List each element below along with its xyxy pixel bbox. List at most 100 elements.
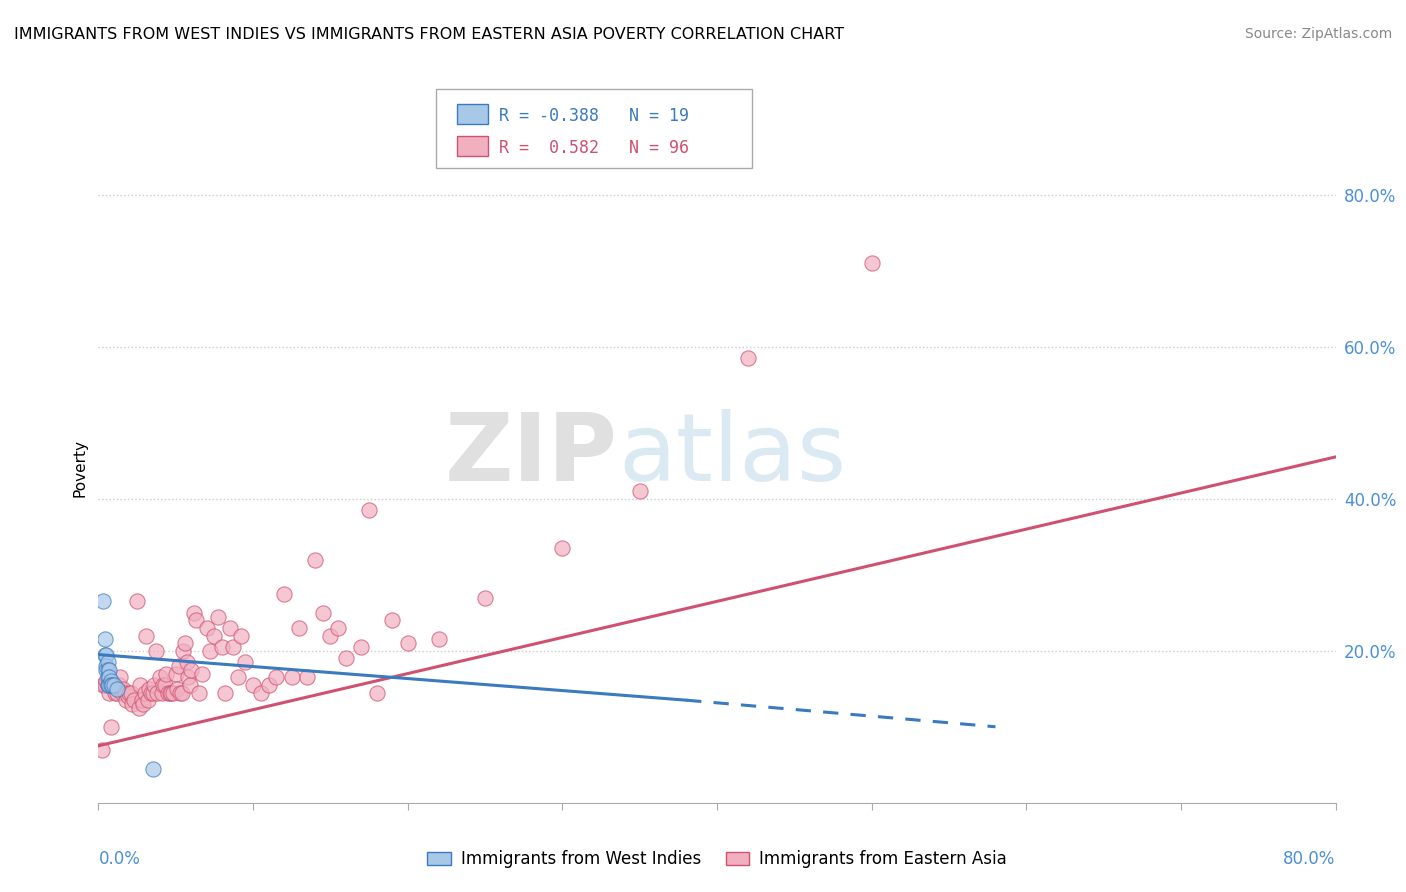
Point bbox=[204, 628, 226, 642]
Point bbox=[93, 648, 115, 662]
Point bbox=[122, 693, 145, 707]
Point bbox=[103, 678, 125, 692]
Point bbox=[121, 697, 143, 711]
Point bbox=[115, 693, 138, 707]
Point bbox=[112, 681, 135, 696]
Point bbox=[91, 678, 114, 692]
Point bbox=[250, 685, 273, 699]
Point bbox=[120, 685, 142, 699]
Point bbox=[129, 678, 152, 692]
Point bbox=[219, 621, 242, 635]
Point bbox=[551, 541, 574, 555]
Point bbox=[177, 670, 200, 684]
Point bbox=[179, 678, 201, 692]
Point bbox=[304, 552, 326, 566]
Point bbox=[737, 351, 759, 365]
Point bbox=[127, 594, 149, 608]
Point bbox=[136, 693, 159, 707]
Point bbox=[114, 685, 136, 699]
Point bbox=[93, 678, 115, 692]
Point bbox=[366, 685, 388, 699]
Point bbox=[131, 693, 153, 707]
Point bbox=[396, 636, 419, 650]
Point bbox=[150, 685, 173, 699]
Point bbox=[100, 720, 122, 734]
Point bbox=[162, 685, 184, 699]
Text: IMMIGRANTS FROM WEST INDIES VS IMMIGRANTS FROM EASTERN ASIA POVERTY CORRELATION : IMMIGRANTS FROM WEST INDIES VS IMMIGRANT… bbox=[14, 27, 844, 42]
Point bbox=[108, 670, 131, 684]
Point bbox=[326, 621, 350, 635]
Point bbox=[180, 663, 202, 677]
Point bbox=[139, 685, 162, 699]
Point bbox=[97, 670, 120, 684]
Point bbox=[222, 640, 245, 654]
Point bbox=[142, 762, 165, 776]
Point bbox=[97, 663, 120, 677]
Point bbox=[134, 685, 156, 699]
Point bbox=[152, 678, 174, 692]
Point bbox=[100, 678, 122, 692]
Point bbox=[91, 594, 114, 608]
Point bbox=[159, 685, 181, 699]
Point bbox=[98, 685, 121, 699]
Point bbox=[628, 484, 651, 499]
Point bbox=[288, 621, 311, 635]
Point bbox=[98, 663, 121, 677]
Point bbox=[211, 640, 233, 654]
Point bbox=[174, 636, 197, 650]
Point bbox=[142, 685, 165, 699]
Point bbox=[149, 670, 172, 684]
Point bbox=[117, 690, 139, 704]
Point bbox=[93, 632, 115, 647]
Point bbox=[90, 742, 112, 756]
Point bbox=[242, 678, 264, 692]
Text: 0.0%: 0.0% bbox=[98, 849, 141, 868]
Point bbox=[165, 666, 187, 681]
Point bbox=[157, 685, 180, 699]
Point bbox=[266, 670, 288, 684]
Point bbox=[135, 628, 157, 642]
Point bbox=[96, 674, 118, 689]
Point bbox=[229, 628, 252, 642]
Text: R =  0.582   N = 96: R = 0.582 N = 96 bbox=[499, 139, 689, 157]
Point bbox=[101, 678, 124, 692]
Point bbox=[207, 609, 229, 624]
Point bbox=[138, 681, 160, 696]
Point bbox=[101, 678, 124, 692]
Point bbox=[184, 613, 207, 627]
Point bbox=[183, 606, 205, 620]
Point bbox=[96, 659, 118, 673]
Point bbox=[357, 503, 380, 517]
Point bbox=[104, 685, 127, 699]
Text: atlas: atlas bbox=[619, 409, 846, 501]
Point bbox=[195, 621, 218, 635]
Point bbox=[145, 644, 167, 658]
Point bbox=[146, 685, 169, 699]
Text: Source: ZipAtlas.com: Source: ZipAtlas.com bbox=[1244, 27, 1392, 41]
Point bbox=[860, 256, 883, 270]
Point bbox=[235, 655, 257, 669]
Point bbox=[97, 678, 120, 692]
Point bbox=[273, 587, 295, 601]
Point bbox=[170, 685, 193, 699]
Point bbox=[153, 678, 176, 692]
Point bbox=[176, 655, 198, 669]
Point bbox=[214, 685, 236, 699]
Point bbox=[166, 681, 188, 696]
Point bbox=[105, 685, 128, 699]
Point bbox=[169, 685, 191, 699]
Point bbox=[105, 681, 128, 696]
Text: 80.0%: 80.0% bbox=[1284, 849, 1336, 868]
Y-axis label: Poverty: Poverty bbox=[72, 439, 87, 498]
Point bbox=[474, 591, 496, 605]
Point bbox=[100, 674, 122, 689]
Point bbox=[191, 666, 214, 681]
Legend: Immigrants from West Indies, Immigrants from Eastern Asia: Immigrants from West Indies, Immigrants … bbox=[427, 850, 1007, 868]
Point bbox=[427, 632, 450, 647]
Point bbox=[97, 655, 120, 669]
Point bbox=[96, 663, 118, 677]
Point bbox=[155, 666, 177, 681]
Text: ZIP: ZIP bbox=[446, 409, 619, 501]
Point bbox=[103, 678, 125, 692]
Point bbox=[350, 640, 373, 654]
